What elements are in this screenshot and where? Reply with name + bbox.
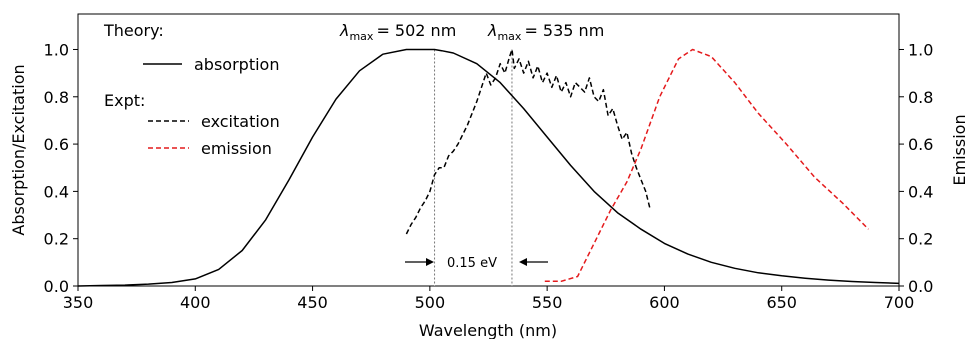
y-right-tick-label-0.2: 0.2 [908,230,933,249]
shift-value-label: 0.15 eV [447,256,497,271]
x-tick-label-650: 650 [766,293,797,312]
y-right-tick-label-0.0: 0.0 [908,277,933,296]
legend-emission-label: emission [201,139,272,158]
y-left-tick-label-0.0: 0.0 [44,277,69,296]
x-tick-label-500: 500 [415,293,446,312]
y-left-tick-label-1.0: 1.0 [44,40,69,59]
series-excitation-line [405,48,652,235]
y-axis-left-ticks: 0.0 0.2 0.4 0.6 0.8 1.0 [44,40,78,296]
energy-shift-annotation: 0.15 eV [405,256,548,271]
y-left-tick-label-0.2: 0.2 [44,230,69,249]
legend-theory-heading: Theory: [103,21,164,40]
lambda-subscript-expt: max [497,30,521,43]
y-axis-right-label: Emission [950,114,969,185]
series-absorption-line [77,48,900,287]
legend: Theory: absorption Expt: excitation emis… [103,21,280,158]
lambda-max-annotations: λmax = 502 nm λmax = 535 nm [339,21,604,43]
x-tick-label-600: 600 [649,293,680,312]
y-left-tick-label-0.4: 0.4 [44,182,69,201]
x-axis-label: Wavelength (nm) [419,321,557,339]
x-axis-ticks: 350 400 450 500 550 600 650 700 [63,286,915,312]
y-right-tick-label-0.6: 0.6 [908,135,933,154]
y-axis-right-ticks: 0.0 0.2 0.4 0.6 0.8 1.0 [899,40,933,296]
lambda-symbol-theory: λ [339,21,349,40]
shift-arrowhead-right [519,258,527,266]
lambda-subscript-theory: max [349,30,373,43]
series-layer [77,48,900,287]
x-tick-label-450: 450 [297,293,328,312]
theory-lambda-max-value: = 502 nm [376,21,456,40]
expt-lambda-max-label: λmax = 535 nm [487,21,604,43]
theory-lambda-max-label: λmax = 502 nm [339,21,456,43]
legend-excitation-label: excitation [201,112,280,131]
y-left-tick-label-0.8: 0.8 [44,88,69,107]
shift-arrowhead-left [426,258,434,266]
expt-lambda-max-value: = 535 nm [524,21,604,40]
x-tick-label-350: 350 [63,293,94,312]
lambda-symbol-expt: λ [487,21,497,40]
y-right-tick-label-1.0: 1.0 [908,40,933,59]
x-tick-label-550: 550 [532,293,563,312]
y-right-tick-label-0.8: 0.8 [908,88,933,107]
series-emission-line [544,48,870,283]
plot-area [77,13,900,287]
x-tick-label-400: 400 [180,293,211,312]
legend-absorption-label: absorption [194,55,279,74]
legend-expt-heading: Expt: [104,91,145,110]
x-tick-label-700: 700 [884,293,915,312]
y-axis-left-label: Absorption/Excitation [9,64,28,235]
plot-frame [77,13,900,287]
y-left-tick-label-0.6: 0.6 [44,135,69,154]
lambda-max-markers [434,49,513,286]
y-right-tick-label-0.4: 0.4 [908,182,933,201]
